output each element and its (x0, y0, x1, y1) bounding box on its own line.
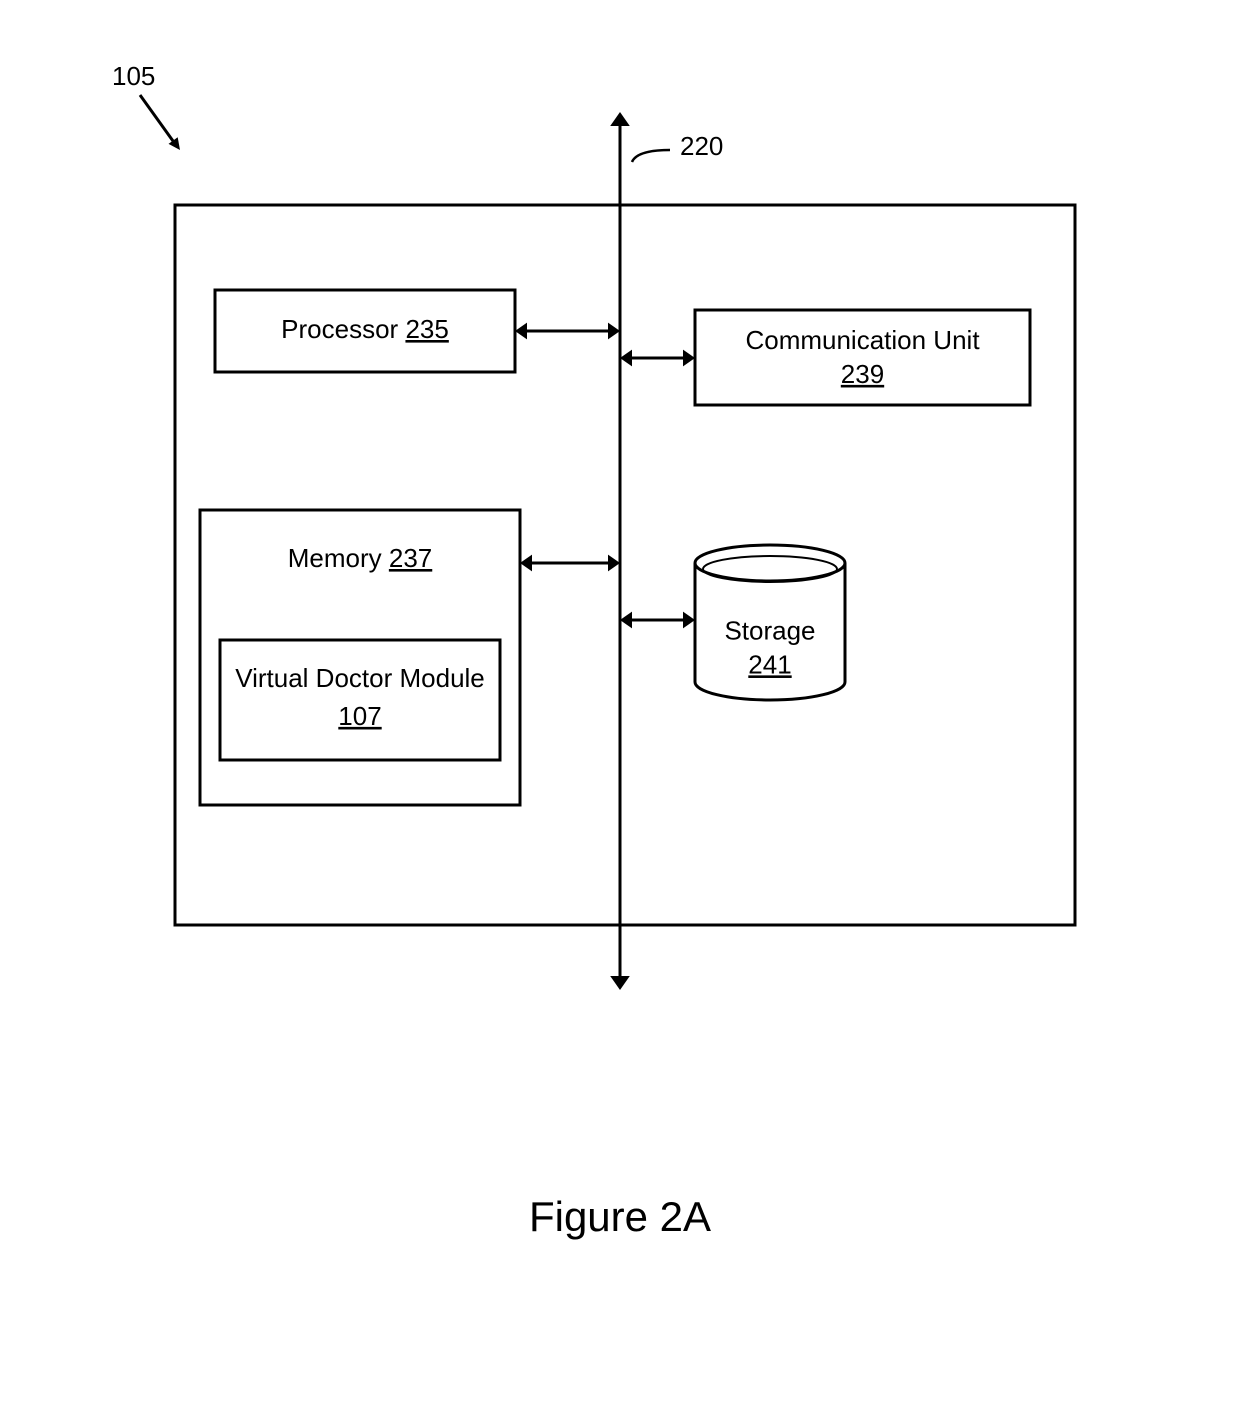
figure-ref-label: 105 (112, 61, 155, 91)
arrowhead-icon (610, 112, 630, 126)
storage-cylinder-top (695, 545, 845, 581)
storage-ref: 241 (748, 649, 791, 679)
storage-label: Storage (724, 615, 815, 645)
figure-caption: Figure 2A (529, 1193, 711, 1240)
lead-line (632, 150, 670, 162)
arrowhead-icon (610, 976, 630, 990)
comm-unit-label: Communication Unit (745, 325, 980, 355)
processor-label: Processor 235 (281, 314, 449, 344)
ref-arrow (140, 95, 173, 141)
vdm-ref: 107 (338, 701, 381, 731)
bus-ref-label: 220 (680, 131, 723, 161)
memory-label: Memory 237 (288, 543, 433, 573)
block-diagram: 220 105 Processor 235 Communication Unit 239… (0, 0, 1240, 1419)
comm-unit-ref: 239 (841, 359, 884, 389)
vdm-label: Virtual Doctor Module (235, 663, 485, 693)
